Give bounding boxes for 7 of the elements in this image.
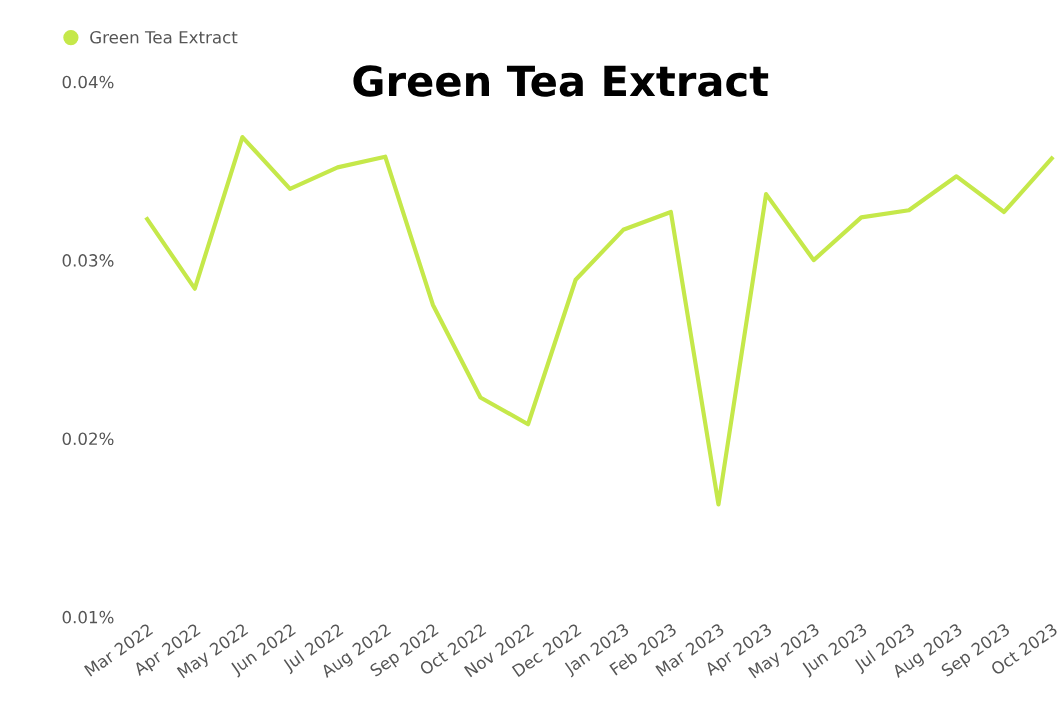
legend-label: Green Tea Extract <box>90 31 238 44</box>
chart-title: Green Tea Extract <box>353 65 769 97</box>
y-tick-label: 0.04% <box>62 75 114 89</box>
y-tick-label: 0.02% <box>62 432 114 446</box>
y-tick-label: 0.03% <box>62 254 114 267</box>
line-series <box>145 134 1054 507</box>
y-tick-label: 0.01% <box>62 610 114 624</box>
